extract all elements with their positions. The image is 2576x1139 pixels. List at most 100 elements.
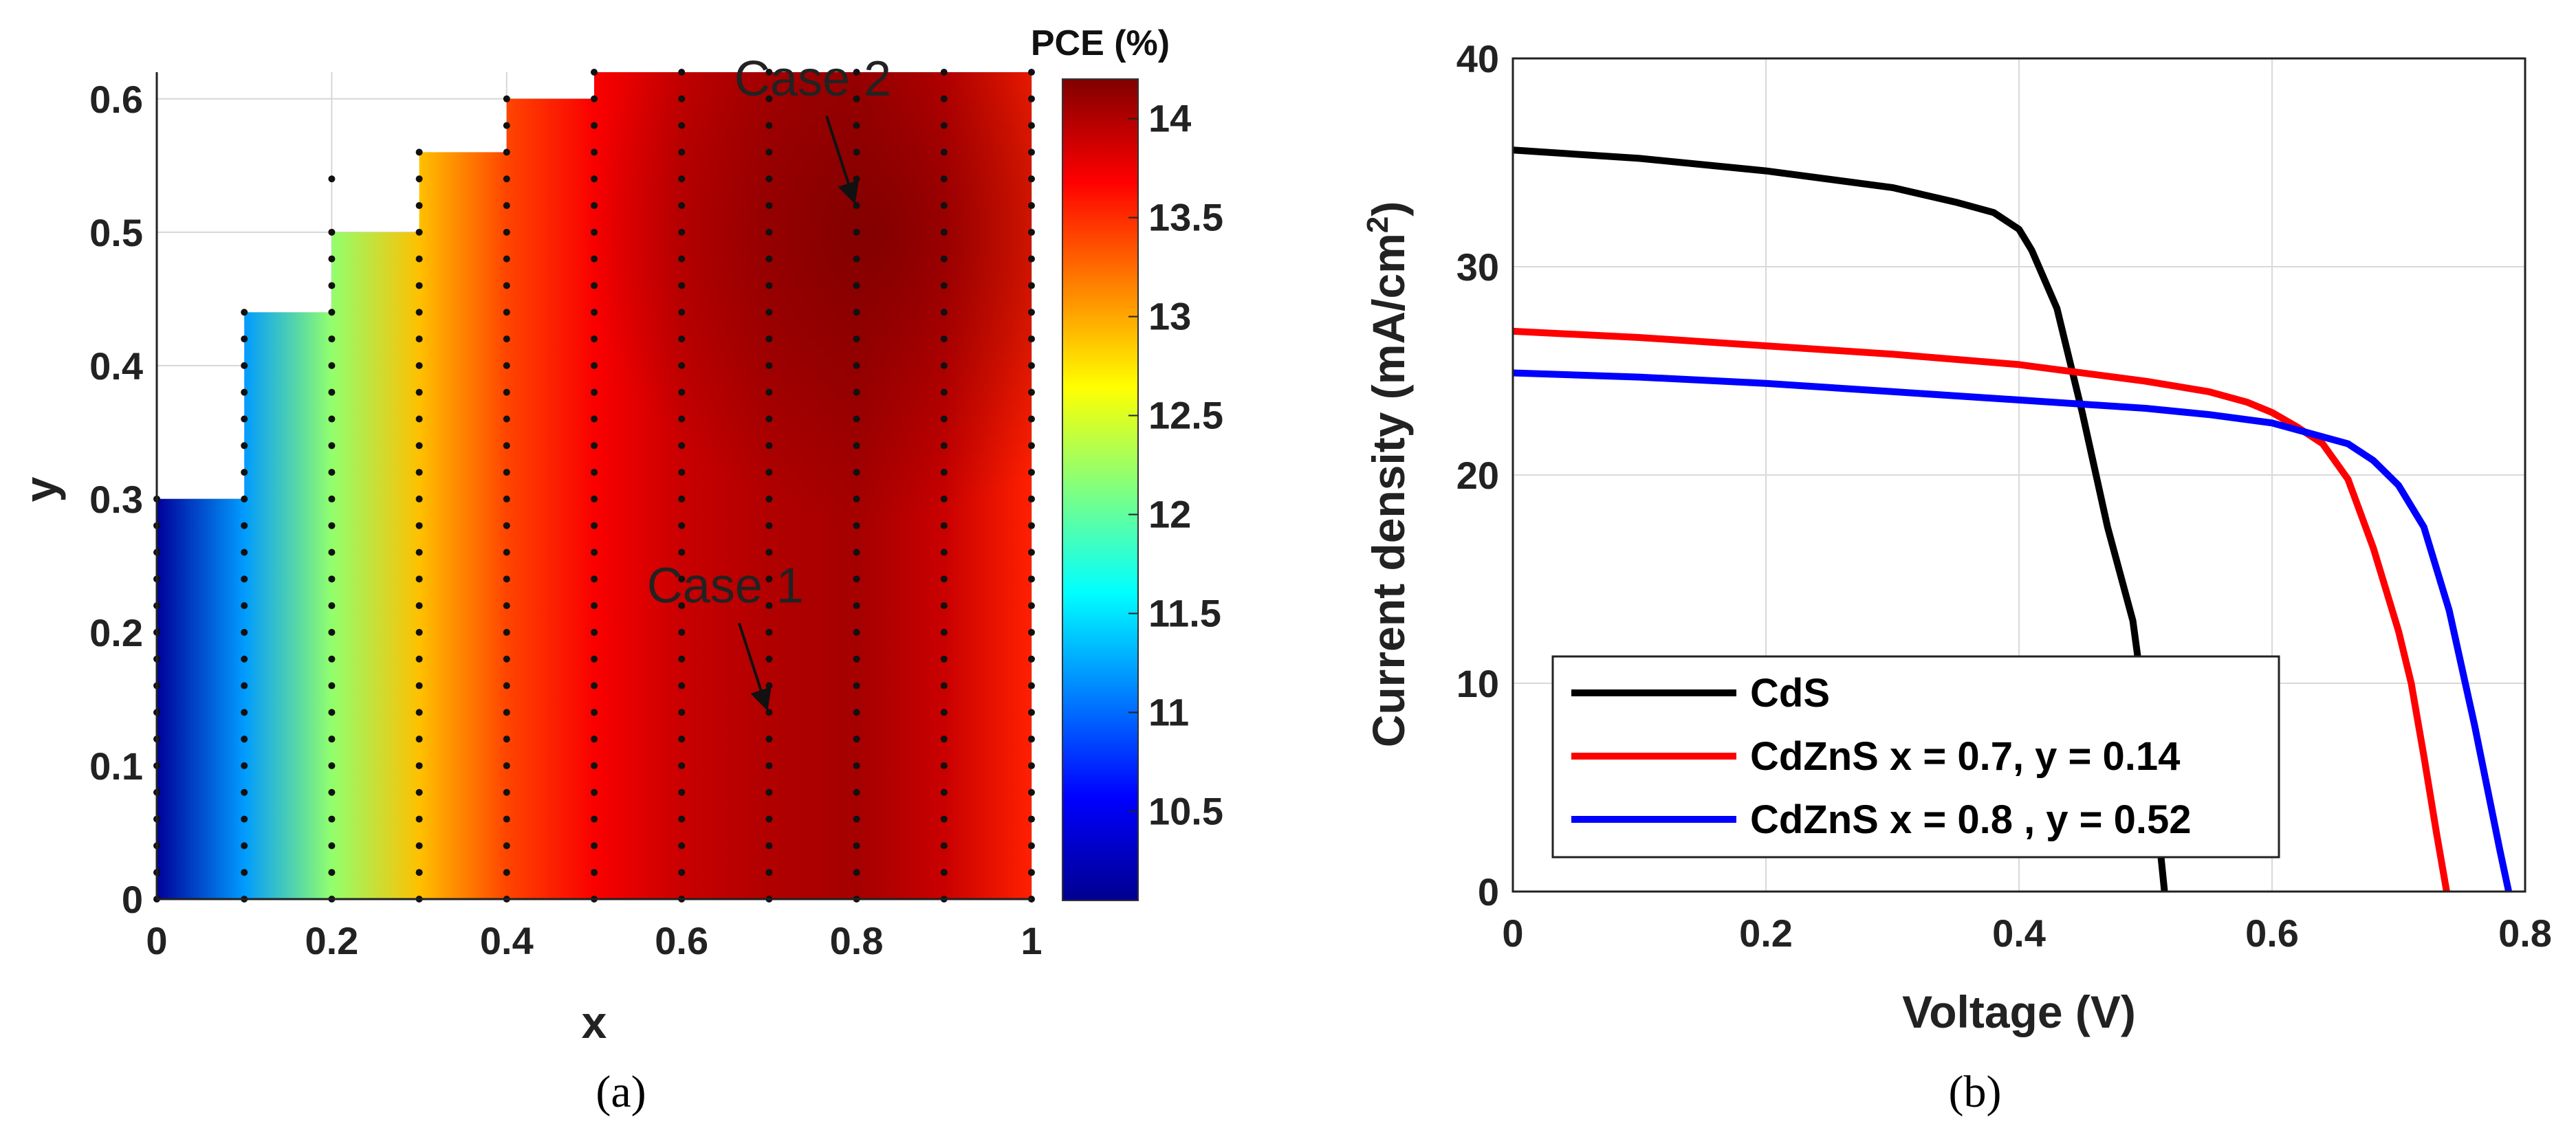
colorbar-ticks: 10.5 11 11.5 12 12.5 13 13.5 14 bbox=[1128, 97, 1223, 832]
sample-point bbox=[591, 549, 598, 556]
sample-point bbox=[765, 788, 773, 796]
series-line-cdzns-case2 bbox=[1512, 369, 2512, 893]
sample-point bbox=[415, 442, 423, 450]
jv-ytick-label: 10 bbox=[1456, 662, 1499, 705]
sample-point bbox=[415, 869, 423, 876]
sample-point bbox=[241, 736, 248, 743]
sample-point bbox=[328, 442, 336, 450]
sample-point bbox=[591, 415, 598, 423]
sample-point bbox=[503, 709, 510, 716]
sample-point bbox=[415, 228, 423, 236]
annotation-label-1: Case 1 bbox=[647, 558, 804, 613]
sample-point bbox=[853, 815, 860, 823]
sample-point bbox=[940, 522, 948, 529]
sample-point bbox=[940, 415, 948, 423]
sample-point bbox=[678, 709, 686, 716]
sample-point bbox=[415, 655, 423, 663]
sample-point bbox=[1028, 762, 1035, 769]
jv-xtick-label: 0.4 bbox=[1992, 911, 2046, 955]
sample-point bbox=[241, 309, 248, 316]
sample-point bbox=[503, 602, 510, 610]
sample-point bbox=[1028, 522, 1035, 529]
sample-point bbox=[503, 415, 510, 423]
heatmap-ytick-label: 0 bbox=[122, 878, 143, 921]
panel-a-caption: (a) bbox=[596, 1067, 646, 1117]
heatmap-ytick-label: 0.3 bbox=[89, 478, 143, 521]
sample-point bbox=[853, 69, 860, 76]
sample-point bbox=[328, 255, 336, 263]
sample-point bbox=[591, 388, 598, 396]
heatmap-ytick-label: 0.4 bbox=[89, 344, 143, 388]
sample-point bbox=[328, 495, 336, 502]
sample-point bbox=[853, 495, 860, 502]
sample-point bbox=[241, 469, 248, 476]
sample-point bbox=[591, 122, 598, 129]
sample-point bbox=[503, 628, 510, 636]
sample-point bbox=[503, 495, 510, 502]
sample-point bbox=[241, 575, 248, 583]
sample-point bbox=[1028, 228, 1035, 236]
sample-point bbox=[503, 335, 510, 343]
sample-point bbox=[940, 388, 948, 396]
sample-point bbox=[503, 309, 510, 316]
sample-point bbox=[241, 788, 248, 796]
jv-ytick-label: 30 bbox=[1456, 245, 1499, 289]
sample-point bbox=[591, 842, 598, 850]
sample-point bbox=[503, 122, 510, 129]
colorbar-tick-label: 12.5 bbox=[1148, 394, 1223, 437]
sample-point bbox=[503, 95, 510, 102]
sample-point bbox=[328, 228, 336, 236]
sample-point bbox=[1028, 736, 1035, 743]
sample-point bbox=[853, 469, 860, 476]
heatmap-ytick-label: 0.2 bbox=[89, 611, 143, 654]
jv-ticks: 0 0.2 0.4 0.6 0.8 0 10 20 30 40 bbox=[1456, 37, 2552, 955]
jv-y-label-main: Current density (mA/cm bbox=[1363, 233, 1414, 747]
sample-point bbox=[241, 655, 248, 663]
sample-point bbox=[503, 655, 510, 663]
sample-point bbox=[1028, 442, 1035, 450]
sample-point bbox=[241, 415, 248, 423]
sample-point bbox=[678, 442, 686, 450]
jv-ytick-label: 20 bbox=[1456, 454, 1499, 497]
sample-point bbox=[591, 282, 598, 289]
sample-point bbox=[940, 442, 948, 450]
sample-point bbox=[415, 148, 423, 156]
sample-point bbox=[853, 628, 860, 636]
sample-point bbox=[503, 522, 510, 529]
sample-point bbox=[328, 736, 336, 743]
sample-point bbox=[678, 388, 686, 396]
heatmap-ytick-label: 0.1 bbox=[89, 744, 143, 788]
annotation-arrow-2 bbox=[825, 115, 859, 205]
panel-b-jv-curves: 0 0.2 0.4 0.6 0.8 0 10 20 30 40 CdS CdZnS x = 0.7… bbox=[1361, 37, 2552, 1117]
sample-point bbox=[940, 869, 948, 876]
sample-point bbox=[415, 415, 423, 423]
sample-point bbox=[503, 869, 510, 876]
sample-point bbox=[765, 815, 773, 823]
sample-point bbox=[503, 788, 510, 796]
sample-point bbox=[328, 628, 336, 636]
sample-point bbox=[940, 228, 948, 236]
sample-point bbox=[1028, 469, 1035, 476]
sample-point bbox=[1028, 309, 1035, 316]
sample-point bbox=[1028, 122, 1035, 129]
sample-point bbox=[328, 522, 336, 529]
sample-point bbox=[415, 495, 423, 502]
sample-point bbox=[328, 655, 336, 663]
sample-point bbox=[765, 388, 773, 396]
legend: CdS CdZnS x = 0.7, y = 0.14 CdZnS x = 0.… bbox=[1551, 655, 2280, 859]
sample-point bbox=[678, 815, 686, 823]
sample-point bbox=[940, 602, 948, 610]
legend-label-cdzns-case1: CdZnS x = 0.7, y = 0.14 bbox=[1750, 734, 2180, 779]
colorbar-tick-label: 14 bbox=[1148, 97, 1191, 140]
jv-xtick-label: 0.6 bbox=[2245, 911, 2299, 955]
sample-point bbox=[765, 655, 773, 663]
sample-point bbox=[591, 522, 598, 529]
sample-point bbox=[1028, 95, 1035, 102]
sample-point bbox=[503, 362, 510, 369]
sample-point bbox=[241, 602, 248, 610]
sample-point bbox=[591, 762, 598, 769]
sample-point bbox=[853, 148, 860, 156]
sample-point bbox=[591, 469, 598, 476]
sample-point bbox=[1028, 175, 1035, 183]
